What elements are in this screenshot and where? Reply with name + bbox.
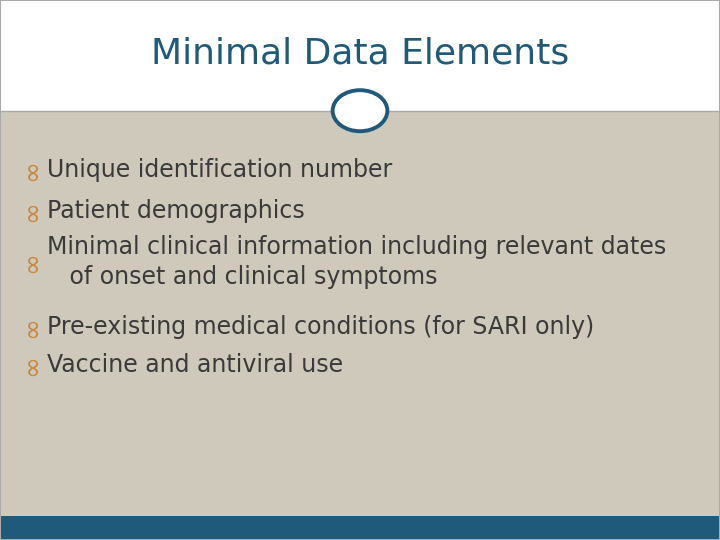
Text: ∞: ∞ bbox=[19, 354, 45, 375]
Text: Minimal clinical information including relevant dates
   of onset and clinical s: Minimal clinical information including r… bbox=[47, 234, 666, 289]
Text: Minimal Data Elements: Minimal Data Elements bbox=[151, 37, 569, 71]
Text: ∞: ∞ bbox=[19, 316, 45, 338]
Text: Unique identification number: Unique identification number bbox=[47, 158, 392, 182]
Bar bbox=[0, 111, 720, 516]
Text: Pre-existing medical conditions (for SARI only): Pre-existing medical conditions (for SAR… bbox=[47, 315, 594, 339]
Text: ∞: ∞ bbox=[19, 159, 45, 181]
Text: Vaccine and antiviral use: Vaccine and antiviral use bbox=[47, 353, 343, 376]
Text: ∞: ∞ bbox=[19, 251, 45, 273]
Circle shape bbox=[333, 90, 387, 131]
Bar bbox=[0, 0, 720, 111]
Bar bbox=[0, 516, 720, 540]
Text: Patient demographics: Patient demographics bbox=[47, 199, 305, 222]
Text: ∞: ∞ bbox=[19, 200, 45, 221]
